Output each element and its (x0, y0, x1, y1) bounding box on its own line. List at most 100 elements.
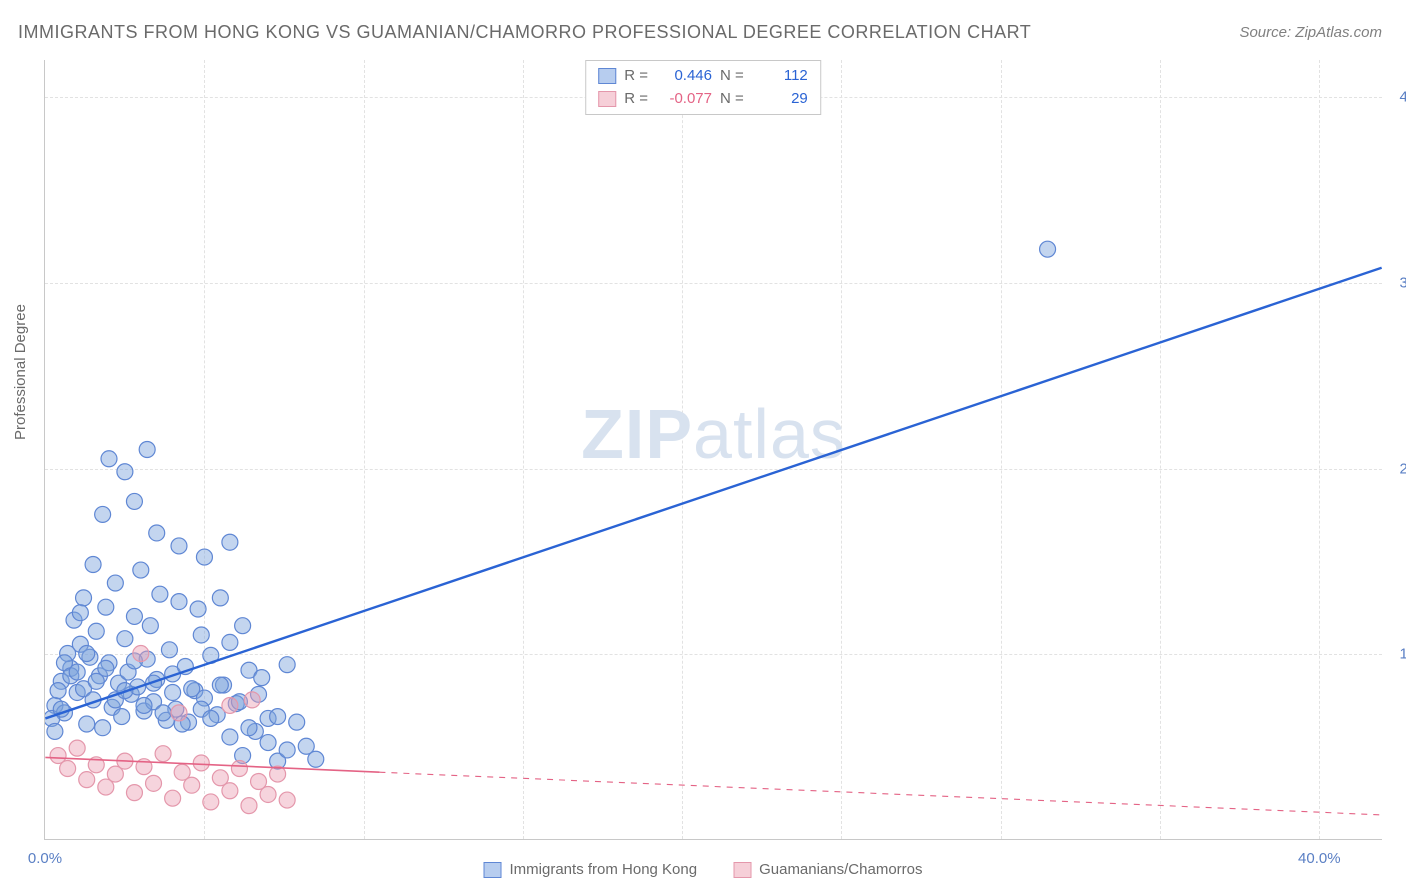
data-point (260, 786, 276, 802)
data-point (270, 709, 286, 725)
data-point (95, 720, 111, 736)
swatch-series2 (598, 91, 616, 107)
data-point (260, 735, 276, 751)
data-point (279, 792, 295, 808)
r-label: R = (624, 88, 648, 111)
data-point (203, 710, 219, 726)
data-point (79, 716, 95, 732)
data-point (222, 534, 238, 550)
swatch-guamanian (733, 862, 751, 878)
data-point (196, 549, 212, 565)
data-point (171, 538, 187, 554)
data-point (161, 642, 177, 658)
data-point (126, 493, 142, 509)
data-point (222, 697, 238, 713)
n-value-series2: 29 (752, 88, 808, 111)
n-label: N = (720, 65, 744, 88)
legend-label-guamanian: Guamanians/Chamorros (759, 861, 922, 878)
legend-row-series1: R = 0.446 N = 112 (598, 65, 808, 88)
legend-item-guamanian: Guamanians/Chamorros (733, 861, 922, 878)
n-value-series1: 112 (752, 65, 808, 88)
source-attribution: Source: ZipAtlas.com (1239, 24, 1382, 41)
data-point (60, 761, 76, 777)
data-point (98, 599, 114, 615)
swatch-series1 (598, 68, 616, 84)
data-point (244, 692, 260, 708)
data-point (222, 729, 238, 745)
data-point (155, 705, 171, 721)
r-value-series2: -0.077 (656, 88, 712, 111)
data-point (308, 751, 324, 767)
data-point (222, 783, 238, 799)
data-point (171, 594, 187, 610)
data-point (165, 790, 181, 806)
data-point (126, 608, 142, 624)
data-point (98, 660, 114, 676)
data-point (85, 557, 101, 573)
data-point (212, 590, 228, 606)
y-axis-label: Professional Degree (12, 304, 29, 440)
data-point (279, 657, 295, 673)
regression-line-extended (379, 772, 1381, 815)
legend-row-series2: R = -0.077 N = 29 (598, 88, 808, 111)
data-point (184, 681, 200, 697)
data-point (231, 761, 247, 777)
x-tick-label: 0.0% (28, 850, 62, 867)
data-point (95, 506, 111, 522)
y-tick-label: 40.0% (1386, 89, 1406, 106)
data-point (79, 772, 95, 788)
data-point (72, 605, 88, 621)
series-legend: Immigrants from Hong Kong Guamanians/Cha… (484, 861, 923, 878)
x-tick-label: 40.0% (1298, 850, 1341, 867)
chart-svg (45, 60, 1382, 839)
data-point (133, 562, 149, 578)
data-point (184, 777, 200, 793)
chart-title: IMMIGRANTS FROM HONG KONG VS GUAMANIAN/C… (18, 22, 1031, 43)
correlation-legend: R = 0.446 N = 112 R = -0.077 N = 29 (585, 60, 821, 115)
y-tick-label: 10.0% (1386, 646, 1406, 663)
data-point (69, 664, 85, 680)
data-point (47, 723, 63, 739)
data-point (235, 618, 251, 634)
data-point (155, 746, 171, 762)
swatch-hongkong (484, 862, 502, 878)
data-point (142, 618, 158, 634)
data-point (279, 742, 295, 758)
data-point (133, 646, 149, 662)
data-point (241, 720, 257, 736)
data-point (149, 525, 165, 541)
data-point (101, 451, 117, 467)
data-point (190, 601, 206, 617)
data-point (212, 677, 228, 693)
legend-label-hongkong: Immigrants from Hong Kong (510, 861, 698, 878)
y-tick-label: 30.0% (1386, 274, 1406, 291)
scatter-plot-area: ZIPatlas 10.0%20.0%30.0%40.0%0.0%40.0% (44, 60, 1382, 840)
data-point (241, 798, 257, 814)
data-point (117, 631, 133, 647)
r-value-series1: 0.446 (656, 65, 712, 88)
data-point (222, 634, 238, 650)
data-point (193, 755, 209, 771)
data-point (114, 709, 130, 725)
r-label: R = (624, 65, 648, 88)
data-point (50, 683, 66, 699)
data-point (69, 740, 85, 756)
data-point (152, 586, 168, 602)
data-point (76, 590, 92, 606)
data-point (289, 714, 305, 730)
data-point (107, 575, 123, 591)
y-tick-label: 20.0% (1386, 460, 1406, 477)
data-point (146, 775, 162, 791)
regression-line (45, 268, 1381, 719)
legend-item-hongkong: Immigrants from Hong Kong (484, 861, 698, 878)
data-point (1040, 241, 1056, 257)
data-point (117, 464, 133, 480)
data-point (193, 627, 209, 643)
n-label: N = (720, 88, 744, 111)
data-point (165, 684, 181, 700)
data-point (254, 670, 270, 686)
data-point (171, 705, 187, 721)
data-point (139, 442, 155, 458)
data-point (79, 646, 95, 662)
data-point (126, 785, 142, 801)
